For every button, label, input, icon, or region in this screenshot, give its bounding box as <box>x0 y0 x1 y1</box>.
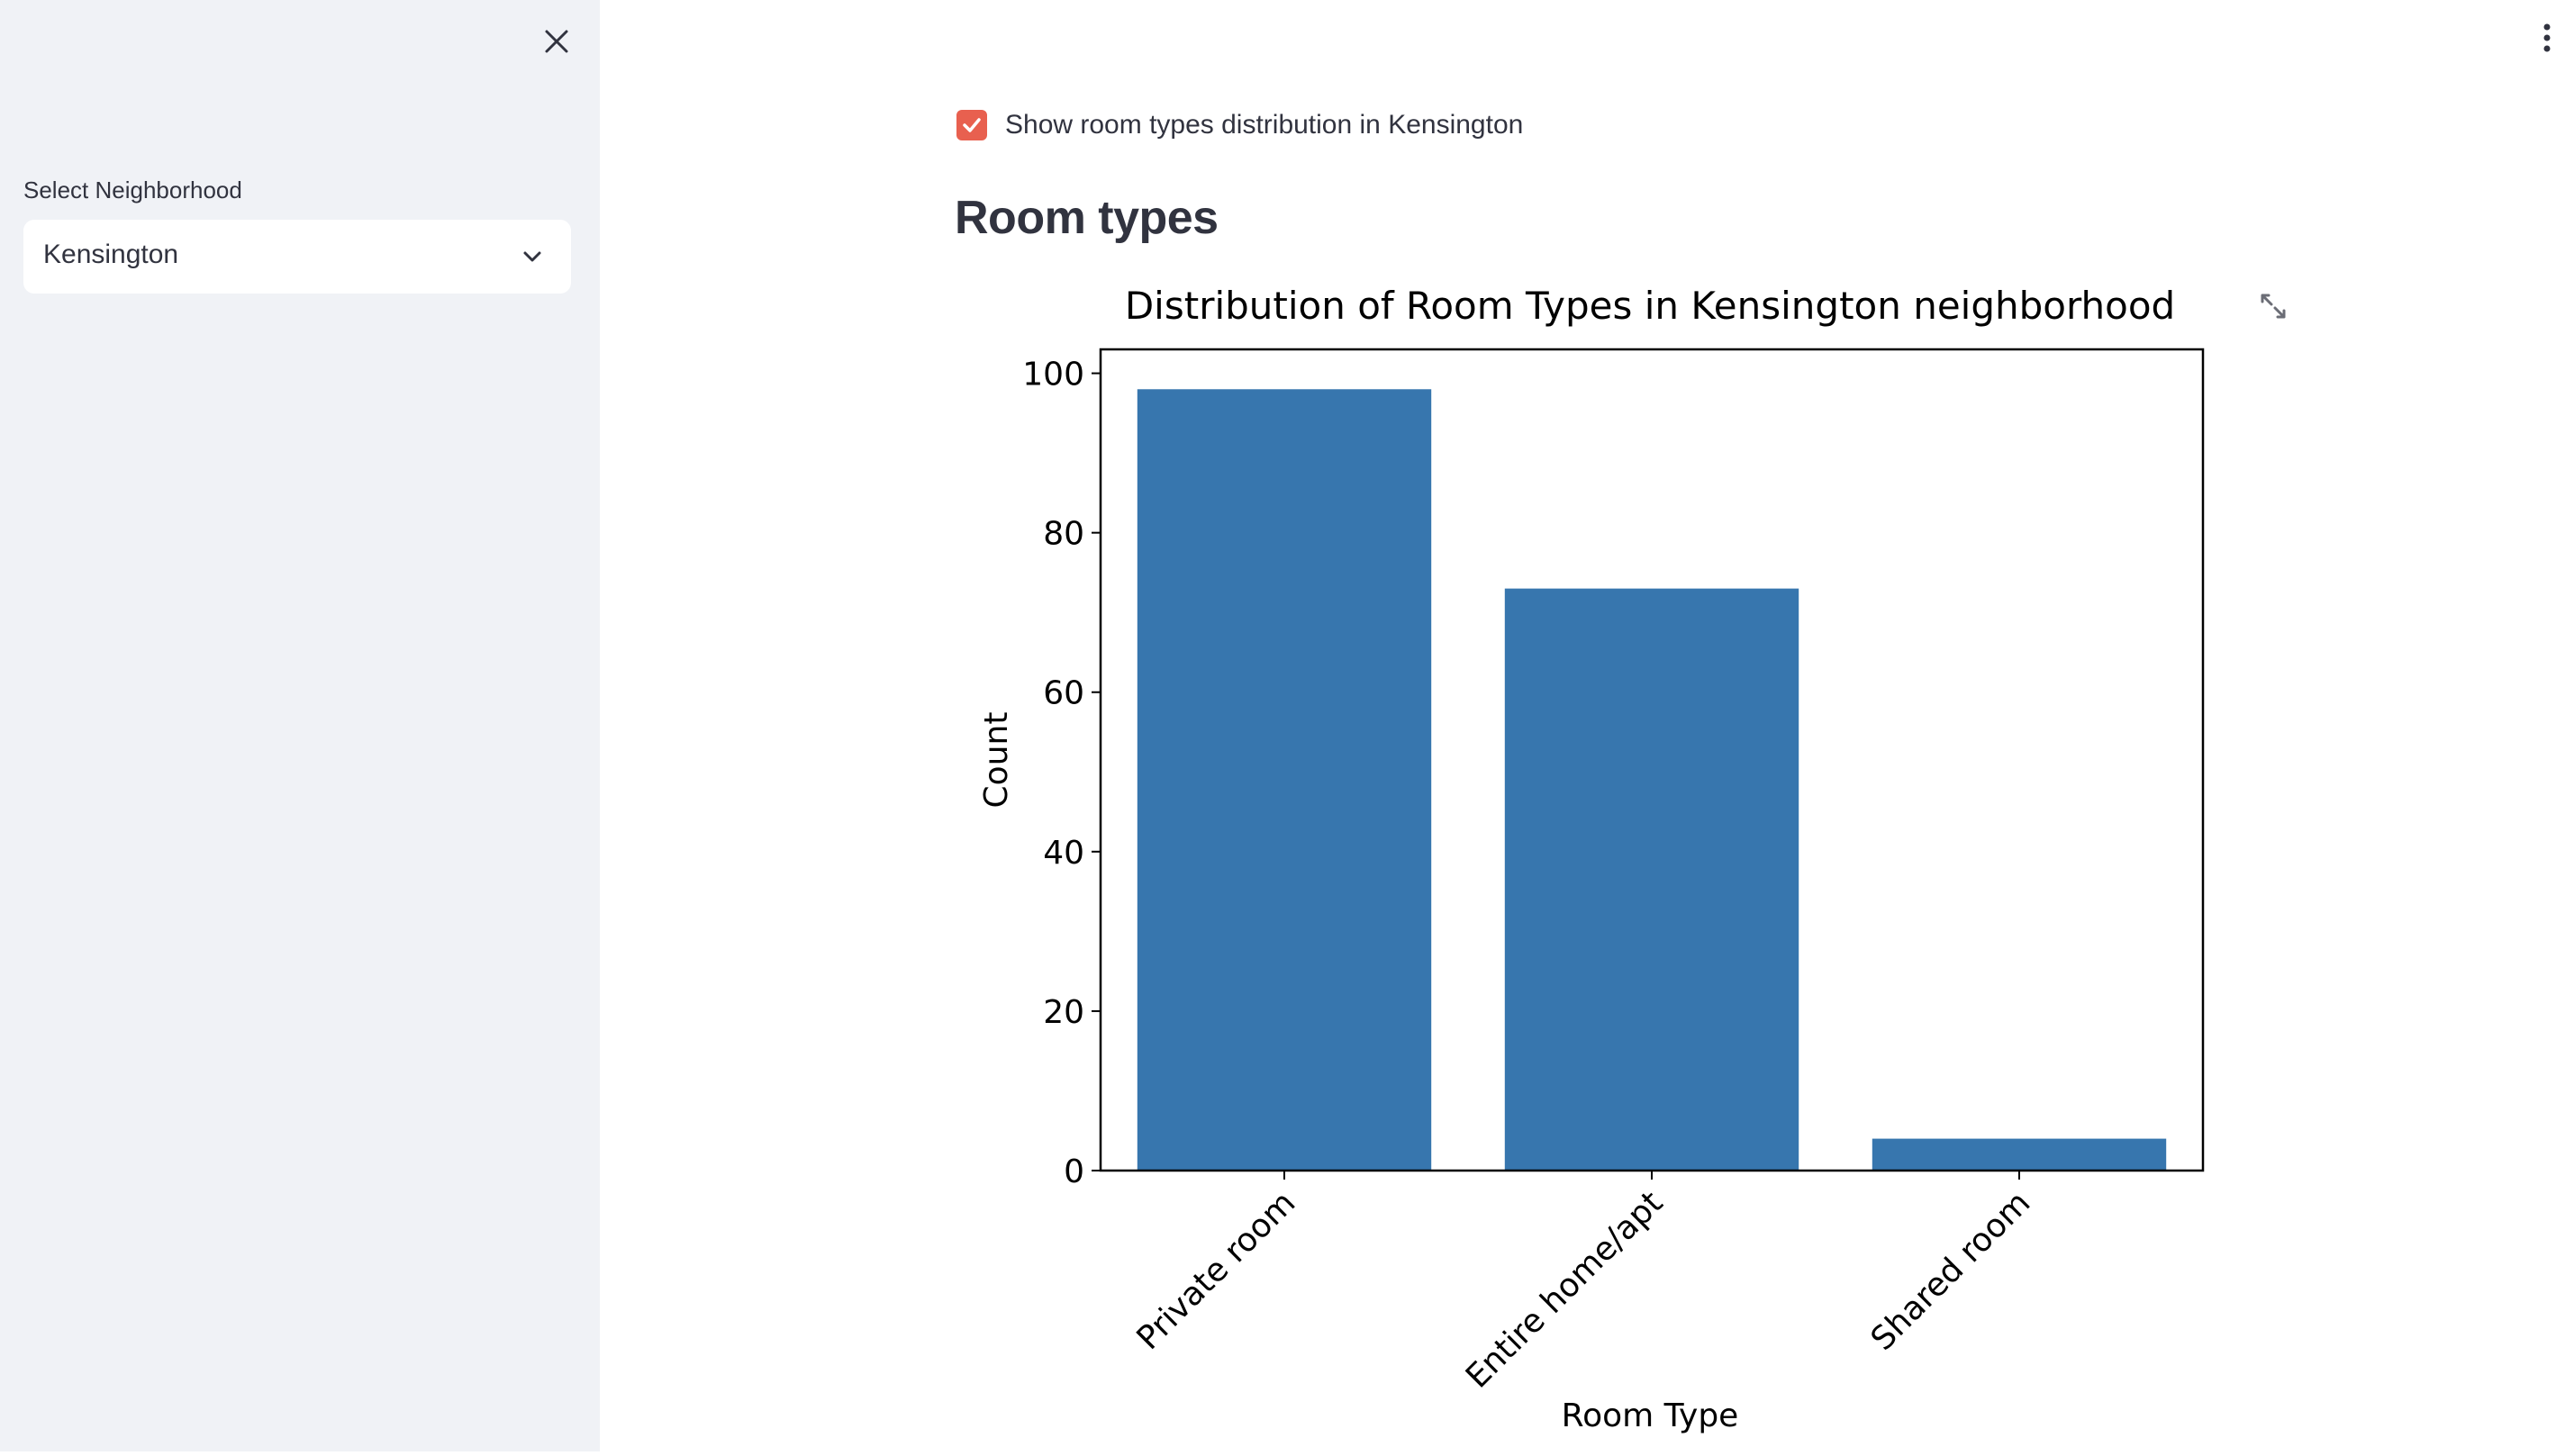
bar-entire-home-apt <box>1504 588 1799 1171</box>
select-neighborhood-label: Select Neighborhood <box>23 176 242 203</box>
neighborhood-select[interactable]: Kensington <box>23 220 571 294</box>
fullscreen-button[interactable] <box>2255 288 2291 324</box>
y-tick-label: 20 <box>1043 994 1084 1031</box>
room-types-checkbox-label: Show room types distribution in Kensingt… <box>1005 110 1524 140</box>
chevron-down-icon <box>517 241 548 272</box>
plot-frame <box>1099 348 2205 1172</box>
y-tick-label: 60 <box>1043 675 1084 712</box>
neighborhood-select-value: Kensington <box>43 240 179 269</box>
checkmark-icon <box>963 118 981 132</box>
sidebar: Select Neighborhood Kensington <box>0 0 600 1451</box>
vertical-ellipsis-icon <box>2543 23 2551 52</box>
section-title: Room types <box>955 192 1219 244</box>
bar-private-room <box>1137 389 1432 1171</box>
chart-title: Distribution of Room Types in Kensington… <box>1125 284 2175 328</box>
room-types-checkbox-row[interactable]: Show room types distribution in Kensingt… <box>956 110 1523 140</box>
bar-shared-room <box>1872 1138 2167 1171</box>
x-tick-label: Shared room <box>1864 1184 2038 1358</box>
x-axis-label: Room Type <box>1562 1397 1739 1434</box>
expand-icon <box>2261 294 2286 319</box>
close-icon <box>545 30 568 53</box>
room-types-checkbox[interactable] <box>956 110 987 140</box>
y-tick-label: 100 <box>1022 357 1084 393</box>
bar-chart-svg: Distribution of Room Types in Kensington… <box>978 284 2205 1434</box>
x-tick-label: Private room <box>1130 1184 1303 1357</box>
main-menu-button[interactable] <box>2533 18 2556 58</box>
x-tick-label: Entire home/apt <box>1459 1184 1670 1395</box>
y-tick-label: 40 <box>1043 835 1084 872</box>
y-axis-label: Count <box>978 712 1015 809</box>
close-sidebar-button[interactable] <box>537 22 576 61</box>
room-types-chart: Distribution of Room Types in Kensington… <box>956 281 2307 1451</box>
y-tick-label: 80 <box>1043 516 1084 553</box>
y-tick-label: 0 <box>1064 1153 1084 1190</box>
